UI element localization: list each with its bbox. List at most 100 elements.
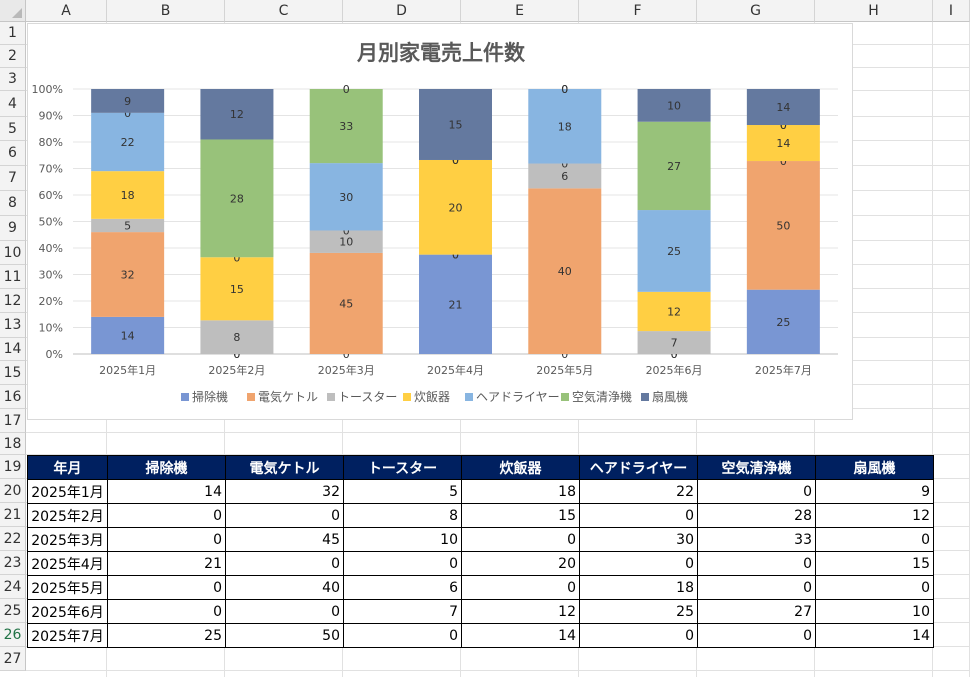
- table-month-cell[interactable]: 2025年4月: [27, 551, 108, 576]
- table-value-cell[interactable]: 0: [107, 575, 226, 600]
- table-value-cell[interactable]: 9: [815, 479, 934, 504]
- column-header-g[interactable]: G: [697, 0, 815, 22]
- table-value-cell[interactable]: 0: [343, 623, 462, 648]
- table-month-cell[interactable]: 2025年2月: [27, 503, 108, 528]
- table-value-cell[interactable]: 14: [107, 479, 226, 504]
- row-header-14[interactable]: 14: [0, 338, 26, 361]
- table-value-cell[interactable]: 25: [579, 599, 698, 624]
- table-value-cell[interactable]: 0: [697, 551, 816, 576]
- table-value-cell[interactable]: 18: [579, 575, 698, 600]
- table-value-cell[interactable]: 22: [579, 479, 698, 504]
- table-value-cell[interactable]: 25: [107, 623, 226, 648]
- table-value-cell[interactable]: 32: [225, 479, 344, 504]
- row-header-17[interactable]: 17: [0, 409, 26, 433]
- row-header-9[interactable]: 9: [0, 216, 26, 241]
- table-month-cell[interactable]: 2025年5月: [27, 575, 108, 600]
- table-header-cell[interactable]: トースター: [343, 455, 462, 480]
- table-value-cell[interactable]: 14: [815, 623, 934, 648]
- table-value-cell[interactable]: 40: [225, 575, 344, 600]
- row-header-19[interactable]: 19: [0, 455, 26, 479]
- table-value-cell[interactable]: 0: [579, 551, 698, 576]
- row-header-5[interactable]: 5: [0, 117, 26, 141]
- table-value-cell[interactable]: 30: [579, 527, 698, 552]
- row-header-24[interactable]: 24: [0, 575, 26, 599]
- row-header-7[interactable]: 7: [0, 166, 26, 191]
- row-header-1[interactable]: 1: [0, 22, 26, 45]
- table-month-cell[interactable]: 2025年7月: [27, 623, 108, 648]
- table-value-cell[interactable]: 20: [461, 551, 580, 576]
- table-value-cell[interactable]: 50: [225, 623, 344, 648]
- select-all-corner[interactable]: [0, 0, 26, 22]
- row-header-6[interactable]: 6: [0, 141, 26, 166]
- row-header-27[interactable]: 27: [0, 647, 26, 671]
- table-value-cell[interactable]: 0: [225, 599, 344, 624]
- table-value-cell[interactable]: 0: [815, 575, 934, 600]
- table-value-cell[interactable]: 12: [815, 503, 934, 528]
- table-header-cell[interactable]: 電気ケトル: [225, 455, 344, 480]
- row-header-25[interactable]: 25: [0, 599, 26, 623]
- row-header-4[interactable]: 4: [0, 91, 26, 117]
- table-value-cell[interactable]: 33: [697, 527, 816, 552]
- table-value-cell[interactable]: 5: [343, 479, 462, 504]
- row-header-12[interactable]: 12: [0, 289, 26, 313]
- table-header-cell[interactable]: 空気清浄機: [697, 455, 816, 480]
- column-header-c[interactable]: C: [225, 0, 343, 22]
- row-header-3[interactable]: 3: [0, 68, 26, 91]
- table-value-cell[interactable]: 0: [697, 479, 816, 504]
- table-value-cell[interactable]: 0: [815, 527, 934, 552]
- row-header-11[interactable]: 11: [0, 265, 26, 289]
- table-value-cell[interactable]: 0: [225, 503, 344, 528]
- table-value-cell[interactable]: 10: [343, 527, 462, 552]
- table-value-cell[interactable]: 0: [225, 551, 344, 576]
- table-value-cell[interactable]: 7: [343, 599, 462, 624]
- table-value-cell[interactable]: 0: [107, 503, 226, 528]
- table-header-cell[interactable]: 掃除機: [107, 455, 226, 480]
- table-value-cell[interactable]: 6: [343, 575, 462, 600]
- row-header-23[interactable]: 23: [0, 551, 26, 575]
- table-header-cell[interactable]: 扇風機: [815, 455, 934, 480]
- column-header-e[interactable]: E: [461, 0, 579, 22]
- table-value-cell[interactable]: 0: [579, 623, 698, 648]
- table-value-cell[interactable]: 27: [697, 599, 816, 624]
- table-month-cell[interactable]: 2025年1月: [27, 479, 108, 504]
- row-header-10[interactable]: 10: [0, 241, 26, 265]
- table-value-cell[interactable]: 0: [579, 503, 698, 528]
- table-value-cell[interactable]: 28: [697, 503, 816, 528]
- table-value-cell[interactable]: 0: [461, 527, 580, 552]
- column-header-i[interactable]: I: [933, 0, 970, 22]
- column-header-a[interactable]: A: [26, 0, 107, 22]
- table-value-cell[interactable]: 12: [461, 599, 580, 624]
- table-value-cell[interactable]: 0: [107, 527, 226, 552]
- row-header-8[interactable]: 8: [0, 191, 26, 216]
- chart-area[interactable]: 月別家電売上件数 0% 10% 20% 30% 40% 50% 60% 70% 80% 90% 100…: [27, 23, 853, 420]
- table-value-cell[interactable]: 18: [461, 479, 580, 504]
- row-header-2[interactable]: 2: [0, 45, 26, 68]
- row-header-13[interactable]: 13: [0, 313, 26, 338]
- row-header-26[interactable]: 26: [0, 623, 26, 647]
- table-header-cell[interactable]: 炊飯器: [461, 455, 580, 480]
- table-value-cell[interactable]: 0: [343, 551, 462, 576]
- table-value-cell[interactable]: 0: [697, 623, 816, 648]
- column-header-f[interactable]: F: [579, 0, 697, 22]
- table-value-cell[interactable]: 8: [343, 503, 462, 528]
- column-header-d[interactable]: D: [343, 0, 461, 22]
- table-value-cell[interactable]: 15: [461, 503, 580, 528]
- row-header-21[interactable]: 21: [0, 503, 26, 527]
- column-header-h[interactable]: H: [815, 0, 933, 22]
- table-value-cell[interactable]: 0: [697, 575, 816, 600]
- table-header-cell[interactable]: 年月: [27, 455, 108, 480]
- table-header-cell[interactable]: ヘアドライヤー: [579, 455, 698, 480]
- row-header-22[interactable]: 22: [0, 527, 26, 551]
- table-value-cell[interactable]: 0: [107, 599, 226, 624]
- table-value-cell[interactable]: 15: [815, 551, 934, 576]
- table-value-cell[interactable]: 14: [461, 623, 580, 648]
- row-header-18[interactable]: 18: [0, 433, 26, 455]
- row-header-16[interactable]: 16: [0, 385, 26, 409]
- row-header-15[interactable]: 15: [0, 361, 26, 385]
- table-month-cell[interactable]: 2025年3月: [27, 527, 108, 552]
- table-month-cell[interactable]: 2025年6月: [27, 599, 108, 624]
- column-header-b[interactable]: B: [107, 0, 225, 22]
- table-value-cell[interactable]: 0: [461, 575, 580, 600]
- row-header-20[interactable]: 20: [0, 479, 26, 503]
